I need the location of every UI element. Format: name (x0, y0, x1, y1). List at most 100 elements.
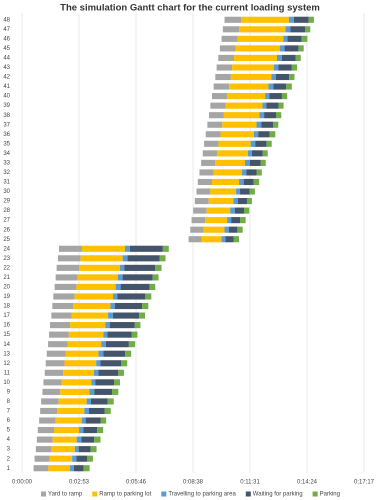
bar-segment (227, 93, 266, 100)
bar-segment (249, 159, 261, 166)
y-tick-label: 31 (3, 180, 10, 186)
bar-segment (60, 388, 90, 395)
y-tick-label: 4 (7, 437, 11, 443)
bar-segment (122, 255, 128, 262)
bar-segment (295, 54, 301, 61)
bar-segment (48, 341, 68, 348)
y-tick-label: 45 (3, 46, 10, 52)
bar-segment (249, 188, 255, 195)
y-tick-label: 13 (3, 351, 10, 357)
bar-segment (53, 293, 75, 300)
bar-segment (89, 388, 95, 395)
bar-segment (228, 226, 238, 233)
y-tick-label: 24 (3, 246, 10, 252)
bar-segment (213, 83, 230, 90)
bar-segment (93, 369, 99, 376)
bar-segment (193, 207, 207, 214)
bar-segment (58, 398, 87, 405)
bar-segment (95, 379, 115, 386)
bar-segment (86, 398, 91, 405)
bar-segment (308, 16, 314, 23)
bar-segment (83, 465, 90, 472)
bar-segment (208, 198, 234, 205)
bar-segment (279, 45, 285, 52)
bar-segment (33, 465, 49, 472)
bar-segment (261, 121, 274, 128)
y-tick-label: 46 (3, 36, 10, 42)
bar-segment (64, 360, 97, 367)
bar-segment (269, 93, 282, 100)
bar-segment (262, 150, 268, 157)
bar-segment (110, 302, 116, 310)
bar-segment (237, 226, 243, 233)
bar-segment (52, 436, 77, 443)
bar-segment (124, 245, 130, 252)
bar-segment (56, 264, 80, 271)
bar-segment (55, 274, 78, 281)
y-tick-label: 6 (7, 418, 11, 424)
x-tick-label: 0:02:53 (69, 480, 90, 486)
bar-segment (269, 131, 276, 138)
bar-segment (120, 283, 150, 290)
y-tick-label: 8 (7, 399, 11, 405)
bar-segment (243, 178, 254, 186)
bar-segment (188, 236, 202, 243)
bar-segment (259, 112, 265, 119)
bar-segment (65, 350, 99, 357)
bar-segment (87, 455, 93, 462)
y-tick-label: 23 (3, 256, 10, 262)
y-tick-label: 5 (7, 428, 11, 434)
y-tick-label: 7 (7, 409, 11, 415)
y-tick-label: 18 (3, 304, 10, 310)
bar-segment (72, 455, 77, 462)
bar-segment (235, 45, 280, 52)
bar-segment (48, 465, 70, 472)
bar-segment (105, 341, 129, 348)
bar-segment (113, 293, 118, 300)
bar-segment (250, 140, 256, 147)
bar-segment (243, 207, 250, 214)
y-tick-label: 43 (3, 65, 10, 71)
bar-segment (49, 455, 73, 462)
bar-segment (207, 121, 223, 128)
y-tick-label: 47 (3, 27, 10, 33)
bar-segment (285, 26, 291, 33)
bar-segment (105, 322, 110, 329)
bar-segment (225, 102, 263, 109)
bar-segment (266, 102, 279, 109)
bar-segment (77, 274, 118, 281)
bar-segment (149, 283, 156, 290)
x-tick-label: 0:17:17 (354, 480, 375, 486)
bar-segment (81, 436, 95, 443)
bar-segment (218, 54, 235, 61)
bar-segment (80, 255, 123, 262)
x-tick-label: 0:00:00 (12, 480, 33, 486)
bar-segment (246, 198, 252, 205)
bar-segment (124, 264, 156, 271)
bar-segment (118, 369, 124, 376)
bar-segment (202, 150, 218, 157)
bar-segment (227, 217, 232, 224)
bar-segment (51, 446, 75, 453)
y-tick-label: 10 (3, 380, 10, 386)
bar-segment (96, 360, 101, 367)
bar-segment (217, 150, 248, 157)
y-tick-label: 1 (7, 466, 11, 472)
bar-segment (76, 436, 82, 443)
bar-segment (98, 350, 104, 357)
bar-segment (247, 150, 252, 157)
x-tick-label: 0:11:31 (240, 480, 260, 486)
y-tick-label: 20 (3, 285, 10, 291)
bar-segment (275, 112, 282, 119)
bar-segment (212, 178, 240, 186)
y-tick-label: 29 (3, 199, 10, 205)
bar-segment (58, 245, 83, 252)
bar-segment (203, 226, 225, 233)
bar-segment (281, 93, 288, 100)
bar-segment (74, 293, 114, 300)
bar-segment (115, 283, 121, 290)
y-tick-label: 40 (3, 94, 10, 100)
bar-segment (205, 131, 221, 138)
bar-segment (256, 169, 262, 176)
bar-segment (196, 188, 211, 195)
